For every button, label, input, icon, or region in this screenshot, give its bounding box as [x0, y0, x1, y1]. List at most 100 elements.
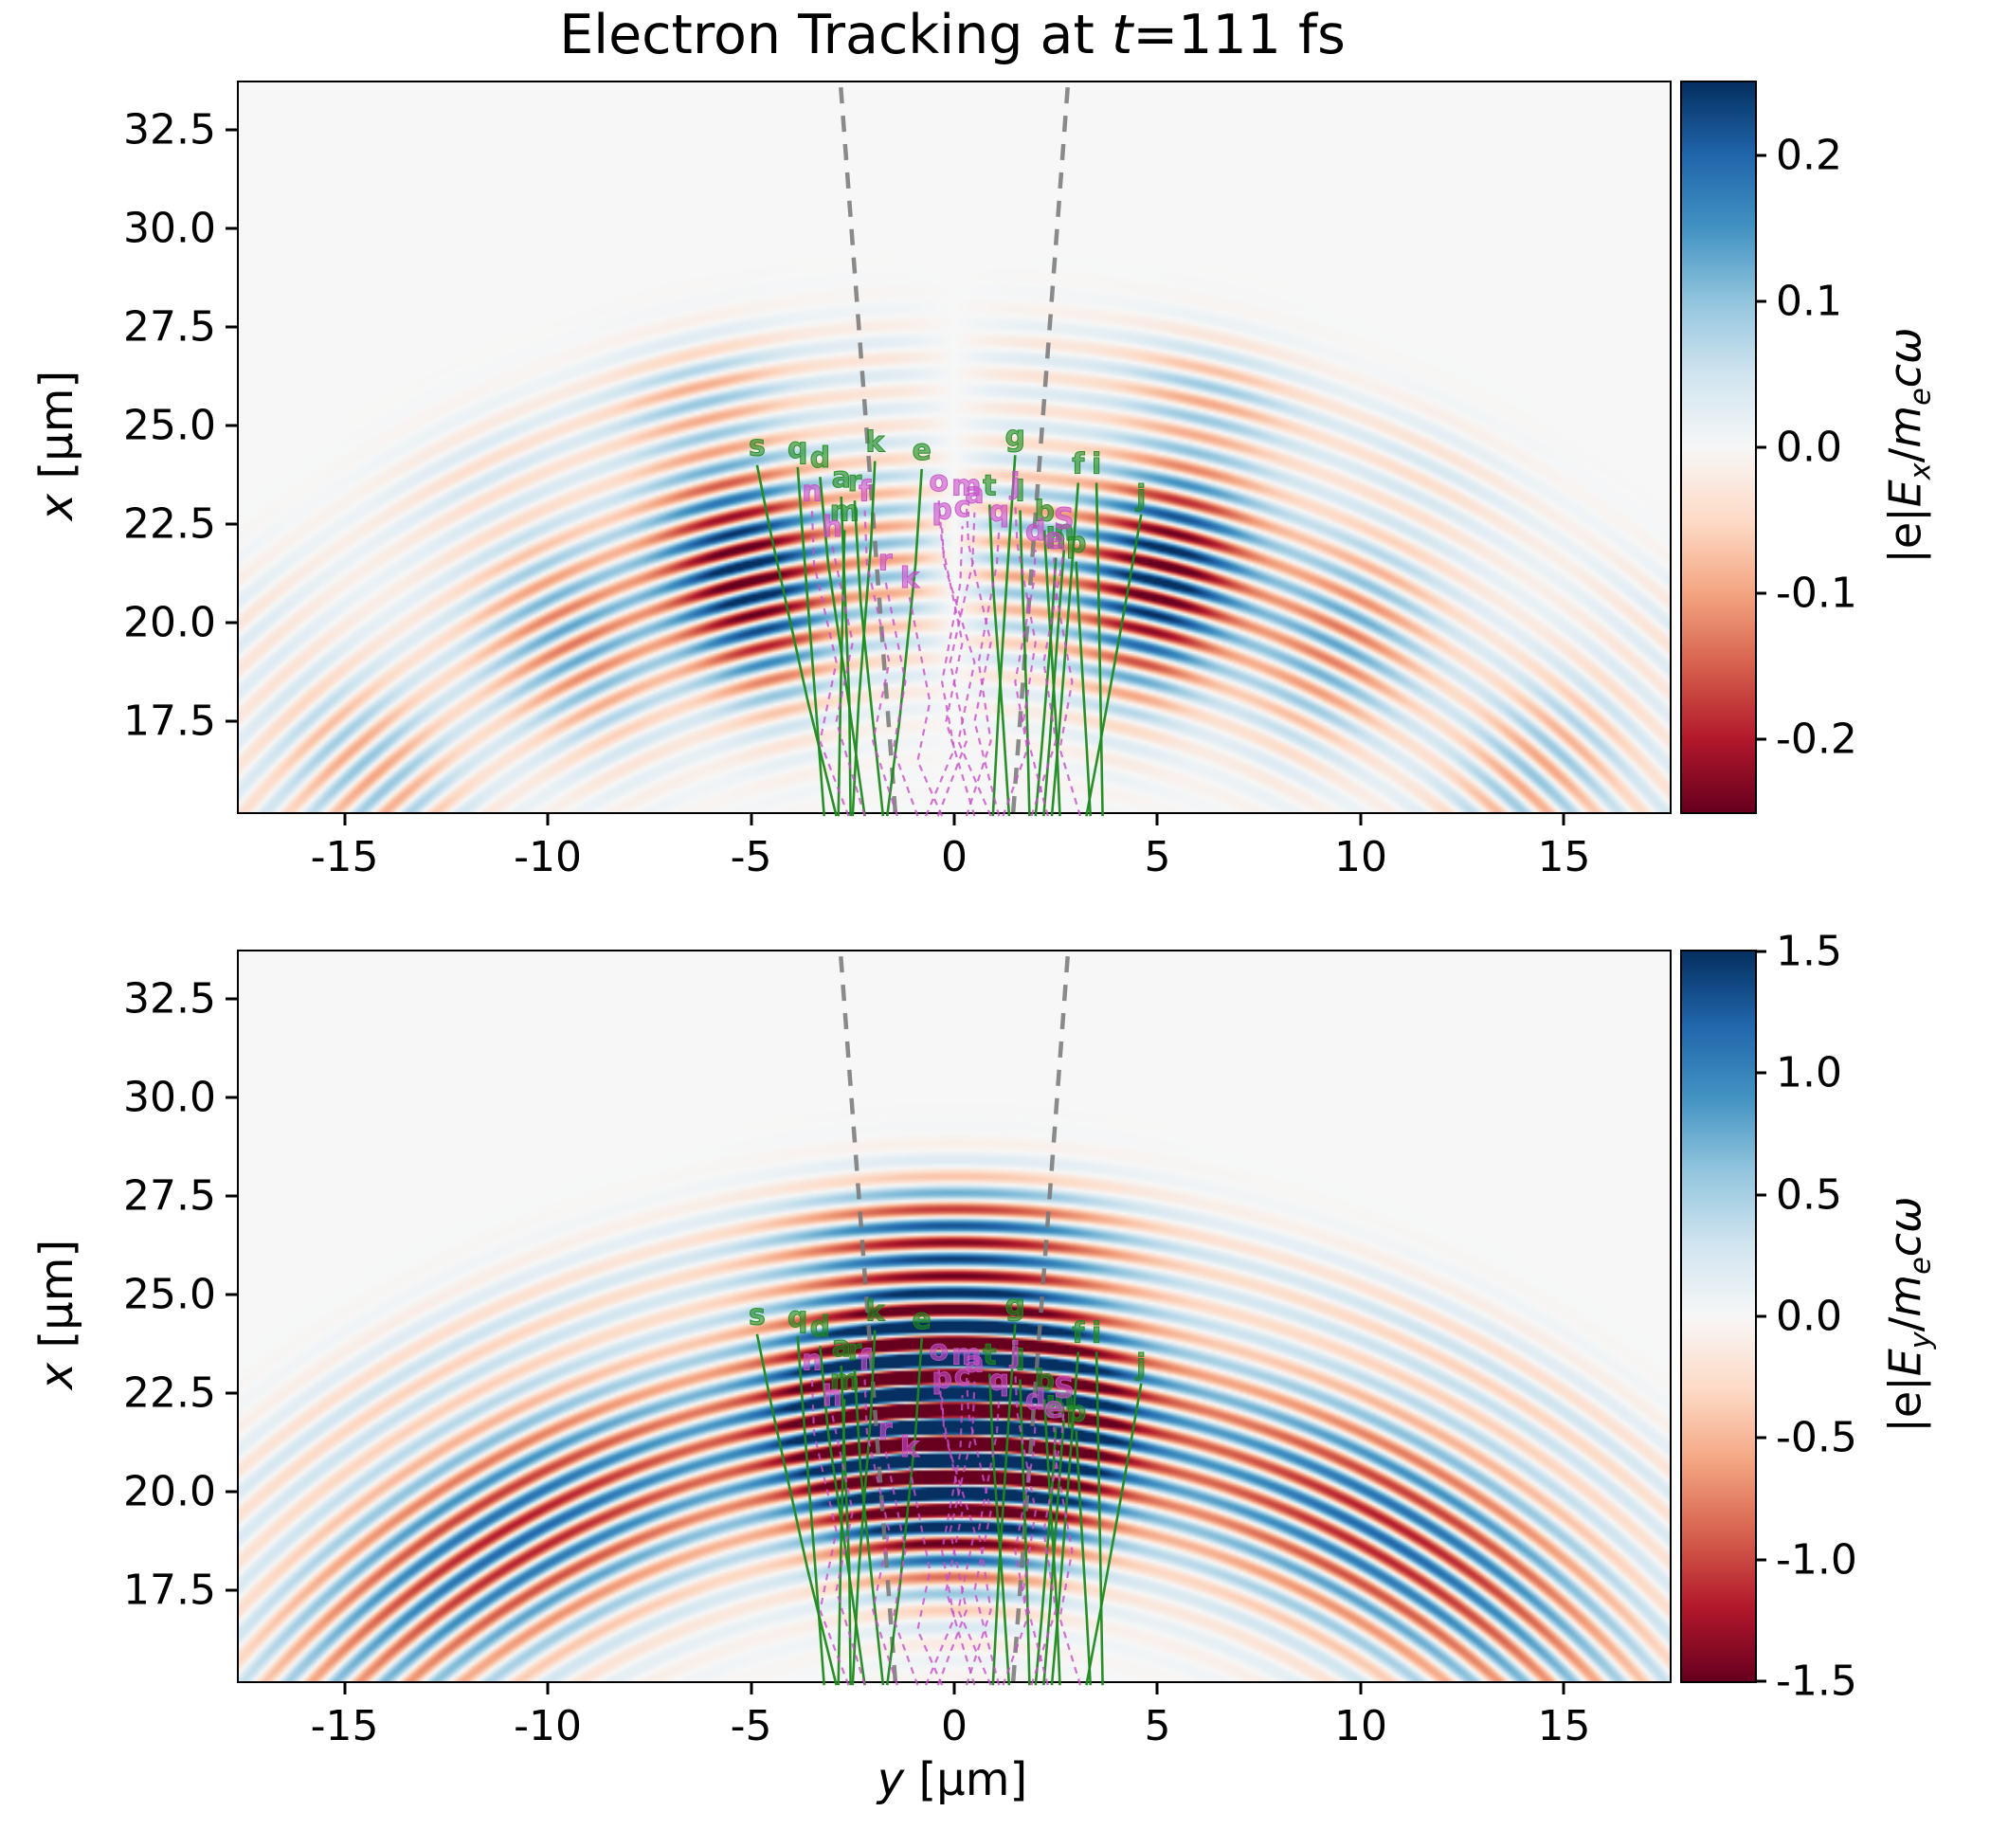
colorbar-tick-mark	[1755, 591, 1766, 595]
ex-colorbar: 0.2 0.1 0.0 -0.1 -0.2	[1680, 81, 1857, 814]
reference-trajectory	[941, 528, 992, 817]
y-tick-mark	[226, 1391, 239, 1395]
y-tick-label: 22.5	[123, 1368, 216, 1418]
reference-trajectory-label: r	[878, 544, 893, 577]
reference-trajectory-label: e	[1044, 523, 1063, 556]
figure-title: Electron Tracking at t=111 fs	[237, 4, 1668, 66]
electron-trajectory-label: t	[983, 469, 996, 502]
electron-trajectory	[853, 1369, 885, 1686]
y-tick-label: 20.0	[123, 598, 216, 647]
ex-field-heatmap	[239, 82, 1670, 812]
reference-trajectory-label: e	[1044, 1392, 1063, 1425]
colorbar-tick-mark	[1755, 1314, 1766, 1318]
electron-trajectory	[1094, 482, 1104, 817]
y-tick-label: 32.5	[123, 974, 216, 1024]
electron-trajectory	[988, 504, 1011, 817]
y-tick-mark	[226, 997, 239, 1001]
title-text: Electron Tracking at	[559, 4, 1112, 66]
x-tick-mark	[1562, 1681, 1565, 1694]
x-tick-mark	[952, 1681, 956, 1694]
reference-trajectory-label: d	[1025, 515, 1045, 548]
y-tick-mark	[226, 621, 239, 625]
y-tick-mark	[226, 719, 239, 723]
y-axis-variable: x	[30, 493, 83, 521]
y-tick-mark	[226, 522, 239, 526]
electron-trajectory	[837, 1399, 846, 1686]
y-tick-mark	[226, 325, 239, 329]
y-tick-mark	[226, 1588, 239, 1592]
y-axis-label-bottom: x [μm]	[30, 1240, 83, 1389]
reference-trajectory-label: n	[802, 1345, 822, 1378]
electron-trajectory	[796, 466, 825, 817]
electron-trajectory-label: n	[1054, 1384, 1074, 1417]
colorbar-tick-mark	[1755, 737, 1766, 741]
cb-label-mass-subscript: e	[1904, 388, 1938, 406]
ey-colorbar-label: |e|Ey/mecω	[1879, 1196, 1937, 1432]
electron-trajectory	[840, 496, 852, 817]
reference-trajectory	[1053, 1426, 1082, 1686]
x-tick-mark	[750, 1681, 752, 1694]
cb-label-divide: /	[1879, 447, 1931, 463]
cb-label-symbol: E	[1879, 1349, 1931, 1377]
electron-trajectory	[840, 1365, 852, 1686]
electron-trajectory	[755, 464, 838, 817]
electron-trajectory	[1085, 514, 1143, 817]
reference-trajectory-label: h	[823, 511, 842, 544]
cb-label-pre: |e|	[1879, 507, 1931, 564]
y-tick-label: 25.0	[123, 401, 216, 450]
electron-trajectory	[1085, 1383, 1143, 1686]
electron-trajectory-label: d	[810, 442, 830, 475]
x-axis-label: y [μm]	[877, 1753, 1027, 1806]
reference-trajectory	[937, 500, 976, 817]
reference-trajectory-label: n	[802, 476, 822, 509]
electron-trajectory-label: t	[983, 1338, 996, 1371]
electron-trajectory	[1094, 1351, 1104, 1686]
electron-trajectory-label: l	[1015, 476, 1024, 509]
electron-trajectory-label: b	[1034, 495, 1054, 528]
electron-trajectory-label: g	[1005, 420, 1025, 453]
x-tick-mark	[1562, 812, 1565, 825]
colorbar-tick-mark	[1755, 1679, 1766, 1683]
electron-trajectory-label: n	[1054, 515, 1074, 548]
colorbar-tick-label: -0.5	[1776, 1413, 1857, 1462]
electron-trajectory	[1019, 510, 1031, 817]
electron-trajectory	[988, 1373, 1011, 1686]
electron-trajectory-label: d	[810, 1311, 830, 1344]
electron-trajectory	[796, 1335, 825, 1686]
colorbar-tick-label: 1.0	[1776, 1048, 1842, 1097]
x-tick-label: 5	[1144, 833, 1171, 881]
electron-trajectory	[755, 1333, 838, 1686]
y-tick-label: 32.5	[123, 105, 216, 154]
reference-trajectory-label: m	[951, 1338, 981, 1371]
y-tick-label: 27.5	[123, 1171, 216, 1221]
reference-trajectory-label: c	[954, 491, 971, 524]
title-time-value: =111 fs	[1132, 4, 1346, 66]
electron-trajectory-label: h	[1046, 523, 1066, 556]
reference-trajectory	[924, 1395, 964, 1686]
electron-trajectory-label: i	[1092, 1317, 1101, 1350]
colorbar-tick-mark	[1755, 1071, 1766, 1075]
reference-trajectory	[965, 530, 1001, 817]
reference-trajectory	[941, 1397, 992, 1686]
x-tick-mark	[1155, 812, 1159, 825]
colorbar-tick-label: 1.5	[1776, 927, 1842, 976]
electron-trajectory-label: a	[832, 1331, 851, 1364]
electron-trajectory	[1034, 557, 1058, 817]
y-axis-variable: x	[30, 1362, 83, 1390]
x-tick-mark	[546, 1681, 550, 1694]
reference-trajectory	[831, 545, 866, 817]
reference-trajectory-label: o	[929, 465, 949, 498]
reference-trajectory	[1014, 1371, 1049, 1686]
y-tick-label: 17.5	[123, 1566, 216, 1615]
reference-trajectory-label: j	[1009, 467, 1020, 500]
y-tick-label: 30.0	[123, 1073, 216, 1122]
colorbar-tick-mark	[1755, 1558, 1766, 1562]
y-tick-label: 25.0	[123, 1270, 216, 1319]
x-tick-label: 0	[941, 833, 968, 881]
electron-trajectory	[1019, 1379, 1031, 1686]
electron-trajectory	[1034, 1426, 1058, 1686]
reference-trajectory	[965, 1399, 1001, 1686]
reference-trajectory	[810, 510, 850, 817]
